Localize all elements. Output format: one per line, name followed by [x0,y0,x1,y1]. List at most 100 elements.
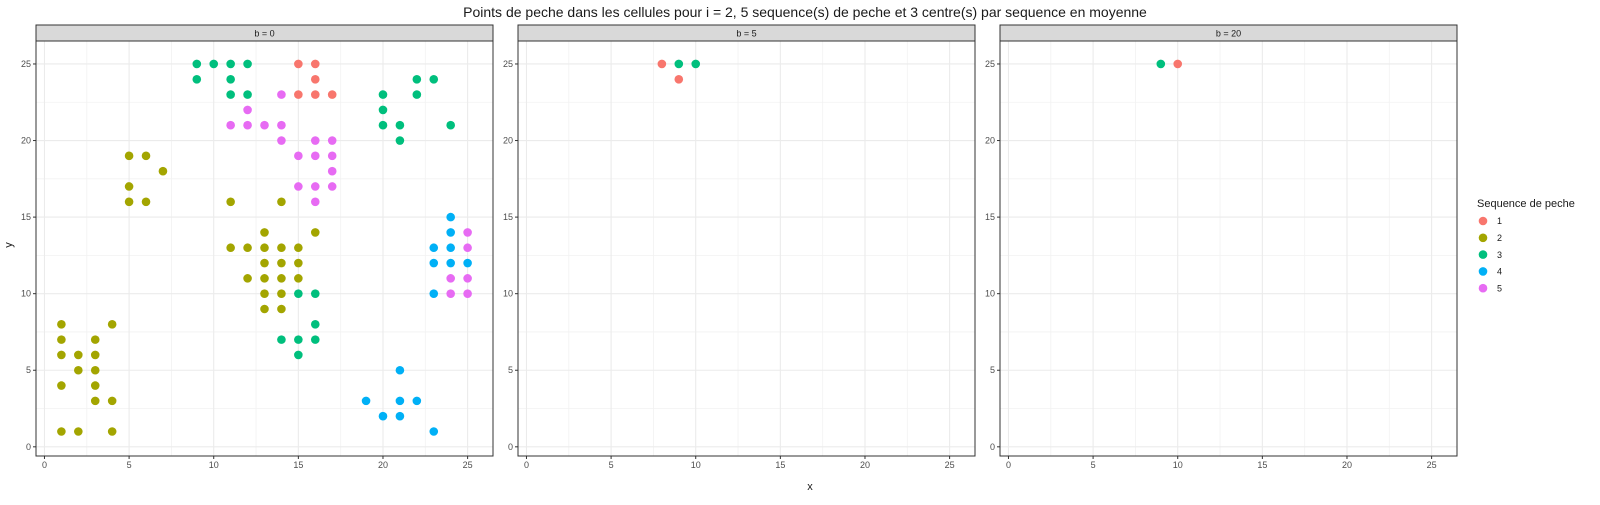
data-point-seq-3 [192,74,202,84]
panel-2: b = 5 0 5 10 15 20 25 0 5 10 15 20 25 [503,24,976,470]
legend-label: 1 [1497,216,1502,226]
data-point-seq-5 [327,136,337,145]
y-tick-label: 25 [985,59,995,69]
legend-label: 2 [1497,233,1502,243]
data-point-seq-2 [107,396,117,406]
x-tick-label: 20 [378,460,388,470]
data-point-seq-2 [260,258,269,268]
legend-key-4 [1478,267,1488,276]
y-tick-label: 5 [990,365,995,375]
x-axis-label: x [807,481,813,493]
data-point-seq-2 [57,335,66,344]
data-point-seq-3 [226,74,235,84]
data-point-seq-4 [446,212,455,222]
x-tick-label: 25 [1427,460,1437,470]
legend-title: Sequence de peche [1477,198,1575,210]
data-point-seq-5 [294,151,303,161]
data-point-seq-4 [395,396,405,406]
data-point-seq-3 [310,335,320,344]
legend: Sequence de peche 1 2 3 4 5 [1477,198,1575,293]
facet-strip-label: b = 20 [1216,29,1241,39]
data-point-seq-3 [1156,59,1166,69]
data-point-seq-4 [395,365,405,375]
data-point-seq-3 [395,136,405,145]
x-tick-label: 10 [1173,460,1183,470]
data-point-seq-3 [395,120,405,130]
data-point-seq-4 [412,396,422,406]
data-point-seq-2 [226,243,235,253]
data-point-seq-4 [446,258,455,268]
data-point-seq-5 [277,120,286,130]
data-point-seq-1 [657,59,667,69]
data-point-seq-1 [327,90,337,99]
data-point-seq-5 [327,166,337,176]
data-point-seq-5 [327,182,337,191]
chart-title: Points de peche dans les cellules pour i… [463,4,1147,20]
y-tick-label: 15 [985,212,995,222]
data-point-seq-2 [260,304,269,314]
data-point-seq-2 [277,197,286,207]
data-point-seq-4 [378,411,388,421]
y-tick-label: 15 [503,212,513,222]
data-point-seq-2 [260,289,269,298]
panel-3: b = 20 0 5 10 15 20 25 0 5 10 15 20 25 [985,24,1458,470]
data-point-seq-5 [446,274,455,283]
data-point-seq-1 [310,74,320,84]
data-point-seq-5 [310,197,320,207]
panel-background [1000,41,1457,456]
panel-border [517,40,976,457]
data-point-seq-5 [446,289,455,298]
y-tick-label: 25 [21,59,31,69]
data-point-seq-2 [124,151,134,161]
x-tick-label: 15 [293,460,303,470]
data-point-seq-4 [446,228,455,237]
panel-border [999,40,1458,457]
x-tick-label: 0 [524,460,529,470]
data-point-seq-1 [294,59,303,69]
data-point-seq-5 [277,90,286,99]
y-tick-label: 20 [985,136,995,146]
data-point-seq-2 [277,243,286,253]
x-tick-label: 25 [945,460,955,470]
x-tick-label: 5 [609,460,614,470]
data-point-seq-2 [294,258,303,268]
data-point-seq-2 [90,335,100,344]
data-point-seq-5 [310,182,320,191]
data-point-seq-2 [141,151,151,161]
data-point-seq-3 [277,335,286,344]
data-point-seq-3 [243,90,252,99]
data-point-seq-3 [378,90,388,99]
data-point-seq-2 [107,320,117,329]
data-point-seq-5 [226,120,235,130]
data-point-seq-1 [294,90,303,99]
data-point-seq-2 [141,197,151,207]
data-point-seq-4 [429,243,439,253]
data-point-seq-2 [74,365,83,375]
data-point-seq-1 [1173,59,1183,69]
x-tick-label: 0 [42,460,47,470]
data-point-seq-1 [310,90,320,99]
data-point-seq-4 [395,411,405,421]
y-tick-label: 15 [21,212,31,222]
legend-label: 4 [1497,267,1502,277]
data-point-seq-2 [90,396,100,406]
x-tick-label: 15 [1257,460,1267,470]
y-tick-label: 0 [26,442,31,452]
y-tick-label: 10 [985,289,995,299]
data-point-seq-2 [57,381,66,390]
data-point-seq-2 [124,182,134,191]
data-point-seq-5 [327,151,337,161]
data-point-seq-2 [57,320,66,329]
data-point-seq-5 [463,289,472,298]
data-point-seq-5 [310,151,320,161]
legend-items: 1 2 3 4 5 [1478,216,1502,293]
y-tick-label: 0 [508,442,513,452]
data-point-seq-3 [310,320,320,329]
x-tick-label: 5 [127,460,132,470]
x-tick-label: 0 [1006,460,1011,470]
x-tick-label: 5 [1091,460,1096,470]
data-point-seq-3 [674,59,684,69]
data-point-seq-5 [243,105,252,115]
panel-border [35,40,494,457]
facet-strip-label: b = 0 [254,29,274,39]
